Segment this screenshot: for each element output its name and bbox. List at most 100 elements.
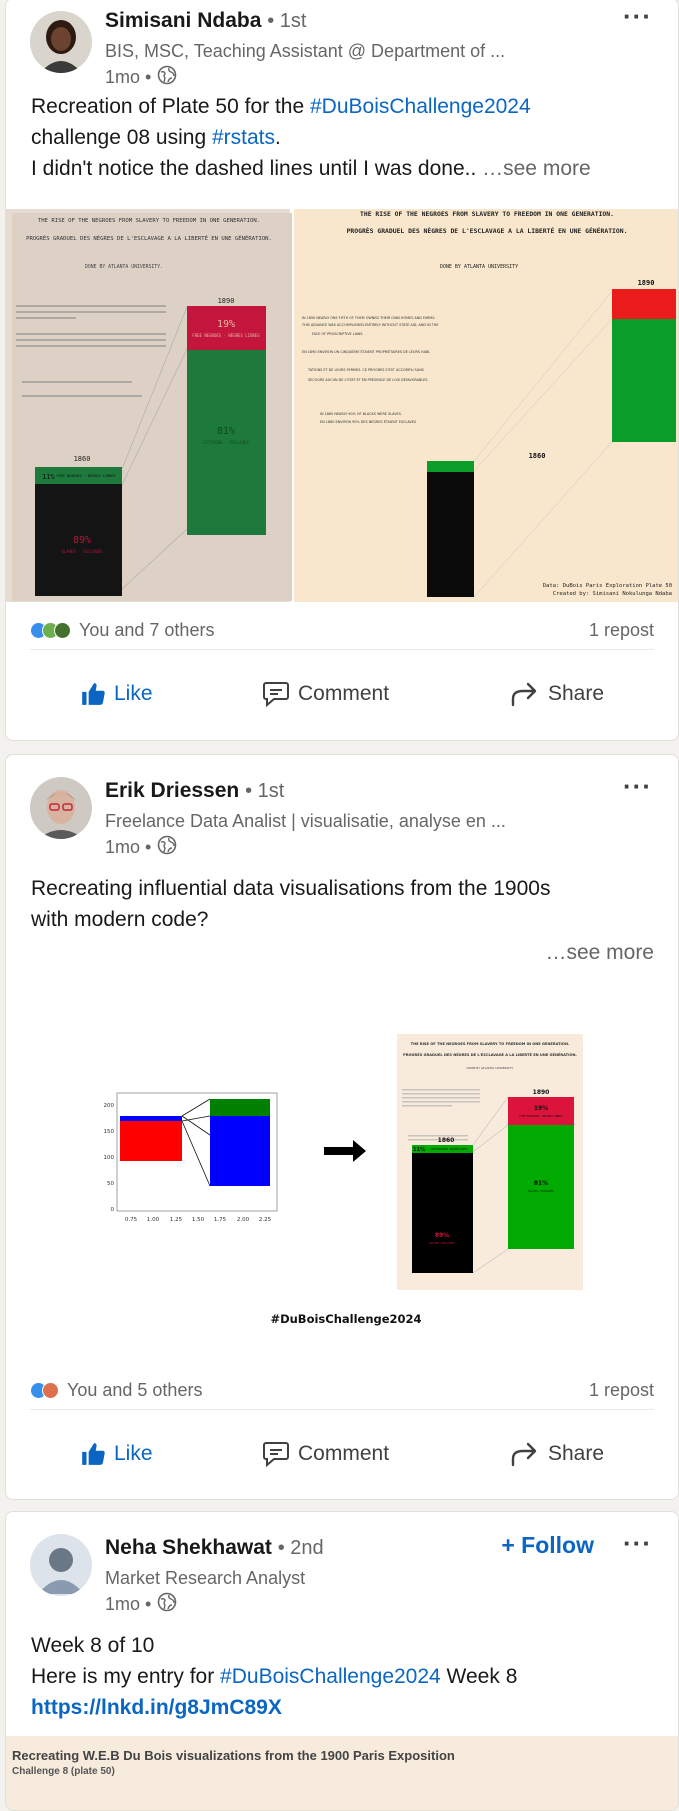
post-header: Simisani Ndaba • 1st BIS, MSC, Teaching … [6,0,678,91]
avatar[interactable] [30,777,92,839]
avatar[interactable] [30,1534,92,1596]
annotation-text: EN 1860 ENVIRON 90% DES NÈGRES ÉTAIENT E… [320,419,416,424]
post-time: 1mo • [105,1594,152,1614]
pct-desc: SLAVES · ESCLAVES [528,1189,554,1193]
bar-1860-slaves [35,484,122,596]
annotation-text: IN 1890 NEARLY ONE FIFTH OF THEM OWNED T… [302,316,435,320]
connection-degree: • 1st [245,780,285,802]
divider [30,649,654,650]
post-text: Recreating influential data visualisatio… [6,873,678,968]
annotation-text: FACE OF PROSCRIPTIVE LAWS. [312,332,363,336]
post-text: Recreation of Plate 50 for the #DuBoisCh… [6,91,678,185]
repost-count[interactable]: 1 repost [588,1380,654,1400]
author-name[interactable]: Neha Shekhawat [105,1536,272,1559]
author-headline: Market Research Analyst [105,1568,306,1588]
post-image-graphic[interactable]: 0 50 100 150 200 0.75 1.00 1.25 1.50 1.7… [6,995,679,1375]
author-line[interactable]: Neha Shekhawat • 2nd [105,1536,324,1560]
pct-desc: FREE NEGROES · NÈGRES LIBRES [192,333,260,338]
recreation-title-fr: PROGRÈS GRADUEL DES NÈGRES DE L'ESCLAVAG… [347,226,628,235]
comment-button[interactable]: Comment [262,681,389,707]
reaction-count[interactable]: You and 5 others [67,1380,203,1400]
globe-icon [157,835,177,860]
thumbs-up-icon [82,1443,105,1465]
author-line[interactable]: Erik Driessen • 1st [105,779,284,803]
share-button[interactable]: Share [510,1441,604,1467]
year-1860-label: 1860 [529,452,546,460]
bar-1890-free [612,289,676,319]
external-link[interactable]: https://lnkd.in/g8JmC89X [31,1696,282,1719]
thumbs-up-icon [82,683,105,705]
link-preview[interactable]: Recreating W.E.B Du Bois visualizations … [6,1736,678,1810]
share-label: Share [548,682,605,705]
post-time: 1mo • [105,837,152,857]
plate-title-en: THE RISE OF THE NEGROES FROM SLAVERY TO … [38,218,260,224]
hashtag-link[interactable]: #DuBoisChallenge2024 [310,95,531,118]
text-segment: Week 8 of 10 [31,1634,155,1657]
author-name[interactable]: Simisani Ndaba [105,9,262,32]
x-tick: 1.00 [147,1217,160,1223]
pct-desc: FREE NEGROES · NÈGRES LIBRES [431,1148,468,1151]
hashtag-link[interactable]: #DuBoisChallenge2024 [220,1665,441,1688]
text-segment: Here is my entry for [31,1665,221,1688]
comment-button[interactable]: Comment [262,1441,389,1467]
bar-1890-slaves [612,319,676,442]
preview-title: Recreating W.E.B Du Bois visualizations … [12,1748,455,1763]
share-button[interactable]: Share [510,681,604,707]
poster-bar-1860-slaves [412,1153,473,1273]
connection-degree: • 2nd [277,1537,324,1559]
divider [30,1409,654,1410]
x-tick: 1.50 [192,1217,205,1223]
preview-subtitle: Challenge 8 (plate 50) [12,1766,115,1777]
hashtag-link[interactable]: #rstats [211,126,276,149]
repost-count[interactable]: 1 repost [588,620,654,640]
more-options-icon[interactable]: ··· [623,771,652,801]
x-tick: 2.25 [259,1217,272,1223]
annotation-text: THIS ADVANCE WAS ACCOMPLISHED ENTIRELY W… [301,323,438,327]
see-more-link[interactable]: …see more [545,941,654,964]
reaction-count[interactable]: You and 7 others [79,620,215,640]
author-credit: Created by: Simisani Nokulunga Ndaba [553,591,672,597]
author-line[interactable]: Simisani Ndaba • 1st [105,9,306,33]
post-header: Neha Shekhawat • 2nd + Follow Market Res… [6,1512,678,1614]
post-meta: 1mo • [105,835,177,860]
comment-icon [263,1442,289,1467]
follow-button[interactable]: + Follow [501,1532,594,1558]
more-options-icon[interactable]: ··· [623,1528,652,1558]
plate-title-fr: PROGRÈS GRADUEL DES NÈGRES DE L'ESCLAVAG… [26,234,272,242]
feed-post: Erik Driessen • 1st Freelance Data Anali… [5,754,679,1500]
social-counts: You and 7 others 1 repost [6,606,678,650]
share-icon [511,1442,537,1467]
bar-1890-free [187,306,266,350]
post-text: Week 8 of 10 Here is my entry for #DuBoi… [6,1630,678,1723]
bar-1890-slaves [187,350,266,535]
mini-bar [120,1121,182,1161]
y-tick: 200 [104,1103,115,1109]
more-options-icon[interactable]: ··· [623,1,652,31]
author-headline: BIS, MSC, Teaching Assistant @ Departmen… [105,41,506,61]
post-meta: 1mo • [105,65,177,90]
see-more-link[interactable]: …see more [476,157,591,180]
post-image[interactable]: THE RISE OF THE NEGROES FROM SLAVERY TO … [6,209,678,602]
x-tick: 0.75 [125,1217,138,1223]
text-segment: with modern code? [31,908,209,931]
pct-label: 11% [413,1147,425,1153]
text-segment: challenge 08 using [31,126,212,149]
feed-post: Neha Shekhawat • 2nd + Follow Market Res… [5,1511,679,1811]
poster-title-fr: PROGRÈS GRADUEL DES NÈGRES DE L'ESCLAVAG… [403,1052,577,1057]
y-tick: 50 [107,1181,114,1187]
plate-done-by: DONE BY ATLANTA UNIVERSITY. [85,264,163,270]
poster-title-en: THE RISE OF THE NEGROES FROM SLAVERY TO … [411,1042,570,1046]
reactions-icon[interactable] [30,622,71,639]
share-icon [511,682,537,707]
post-header: Erik Driessen • 1st Freelance Data Anali… [6,755,678,857]
reactions-icon[interactable] [30,1382,59,1399]
bar-1860-slaves [427,472,474,597]
like-button[interactable]: Like [80,681,153,707]
post-actions: Like Comment Share [6,1419,678,1497]
year-1860-label: 1860 [438,1137,455,1144]
avatar[interactable] [30,11,92,73]
text-segment: Recreation of Plate 50 for the [31,95,310,118]
author-name[interactable]: Erik Driessen [105,779,240,802]
year-1890-label: 1890 [533,1089,550,1096]
like-button[interactable]: Like [80,1441,153,1467]
